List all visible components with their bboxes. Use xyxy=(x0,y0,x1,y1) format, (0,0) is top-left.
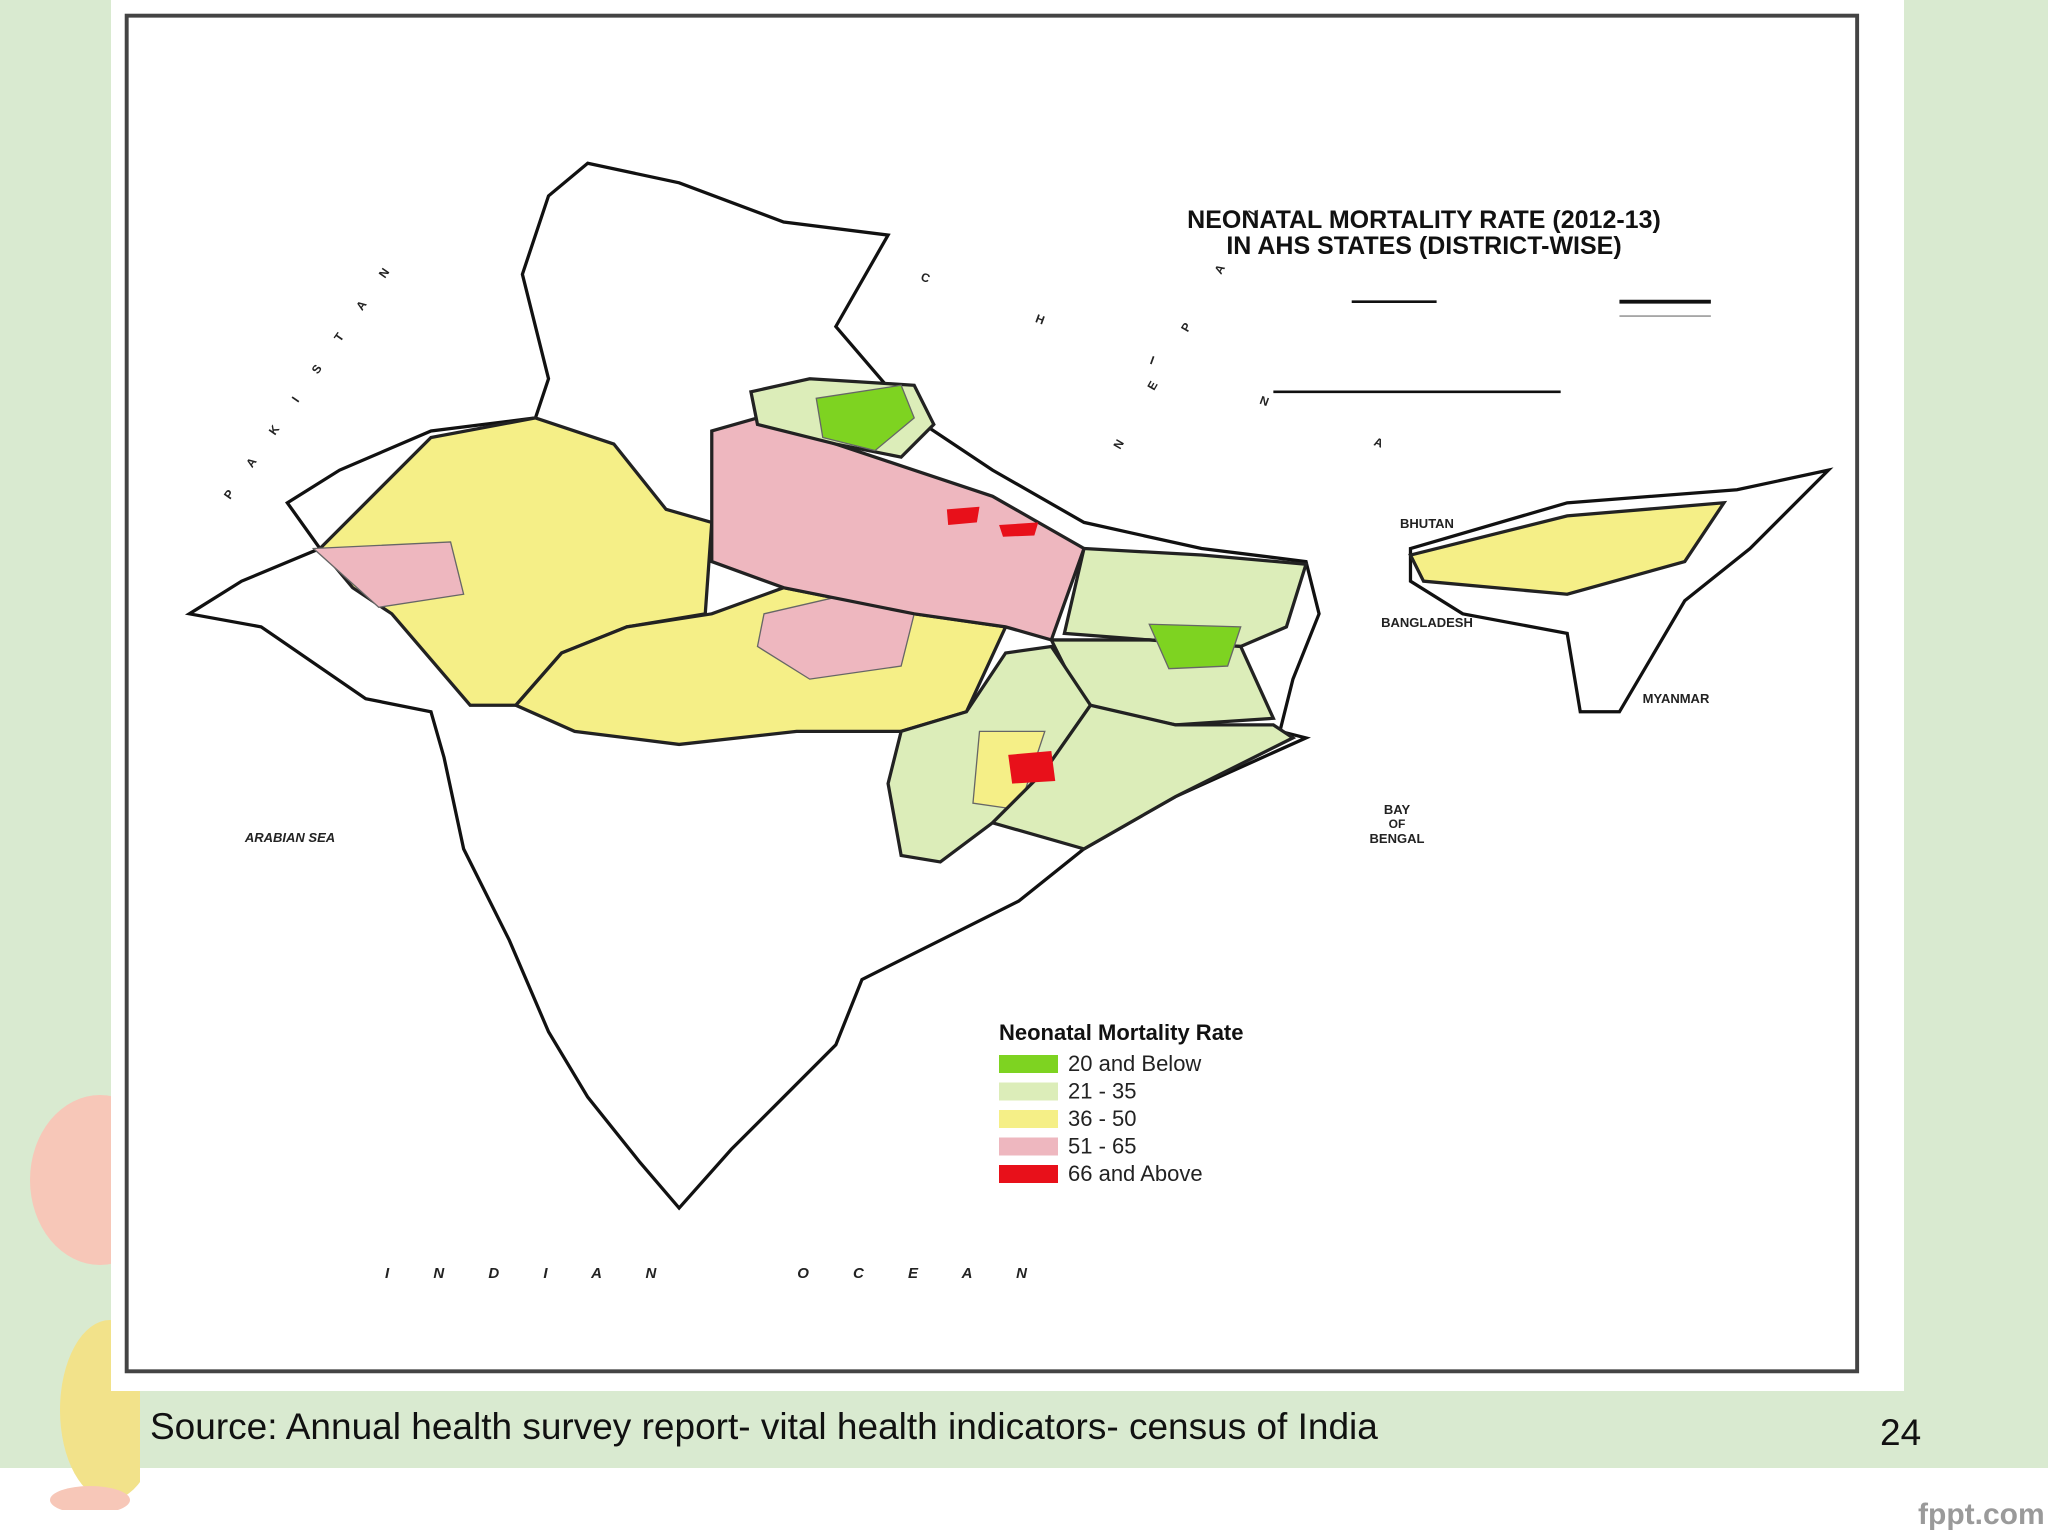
map-title: NEONATAL MORTALITY RATE (2012-13) xyxy=(1187,206,1661,234)
region xyxy=(999,522,1039,537)
region xyxy=(1148,623,1242,670)
map-panel: NEONATAL MORTALITY RATE (2012-13) IN AHS… xyxy=(111,0,1904,1391)
legend-swatch xyxy=(999,1165,1058,1183)
region xyxy=(989,703,1297,851)
place-label: MYANMAR xyxy=(1643,691,1710,706)
region xyxy=(815,384,915,452)
place-label: BANGLADESH xyxy=(1381,615,1473,630)
region xyxy=(946,506,980,526)
place-label: ARABIAN SEA xyxy=(244,830,335,845)
place-label: BAY xyxy=(1384,802,1411,817)
region xyxy=(311,541,465,608)
legend-label: 36 - 50 xyxy=(1068,1106,1137,1131)
place-label: BENGAL xyxy=(1370,831,1425,846)
legend-swatch xyxy=(999,1055,1058,1073)
legend-title: Neonatal Mortality Rate xyxy=(999,1020,1244,1045)
legend-label: 66 and Above xyxy=(1068,1161,1203,1186)
place-label: BHUTAN xyxy=(1400,516,1454,531)
place-label: OF xyxy=(1389,817,1406,831)
legend-label: 21 - 35 xyxy=(1068,1079,1137,1104)
brand: fppt.com xyxy=(1918,1498,2045,1531)
region xyxy=(1062,546,1309,649)
region xyxy=(1008,750,1056,784)
legend-label: 20 and Below xyxy=(1068,1051,1201,1076)
legend-swatch xyxy=(999,1110,1058,1128)
map: NEONATAL MORTALITY RATE (2012-13) IN AHS… xyxy=(124,13,1860,1374)
bottom-strip xyxy=(0,1468,2048,1536)
legend-swatch xyxy=(999,1082,1058,1101)
map-title: IN AHS STATES (DISTRICT-WISE) xyxy=(1226,232,1621,260)
legend-swatch xyxy=(999,1137,1058,1156)
legend-label: 51 - 65 xyxy=(1068,1134,1137,1159)
page-number: 24 xyxy=(1880,1412,1922,1453)
source-text: Source: Annual health survey report- vit… xyxy=(150,1406,1378,1447)
region xyxy=(1408,500,1728,596)
place-label: I N D I A N O C E A N xyxy=(385,1265,1047,1282)
